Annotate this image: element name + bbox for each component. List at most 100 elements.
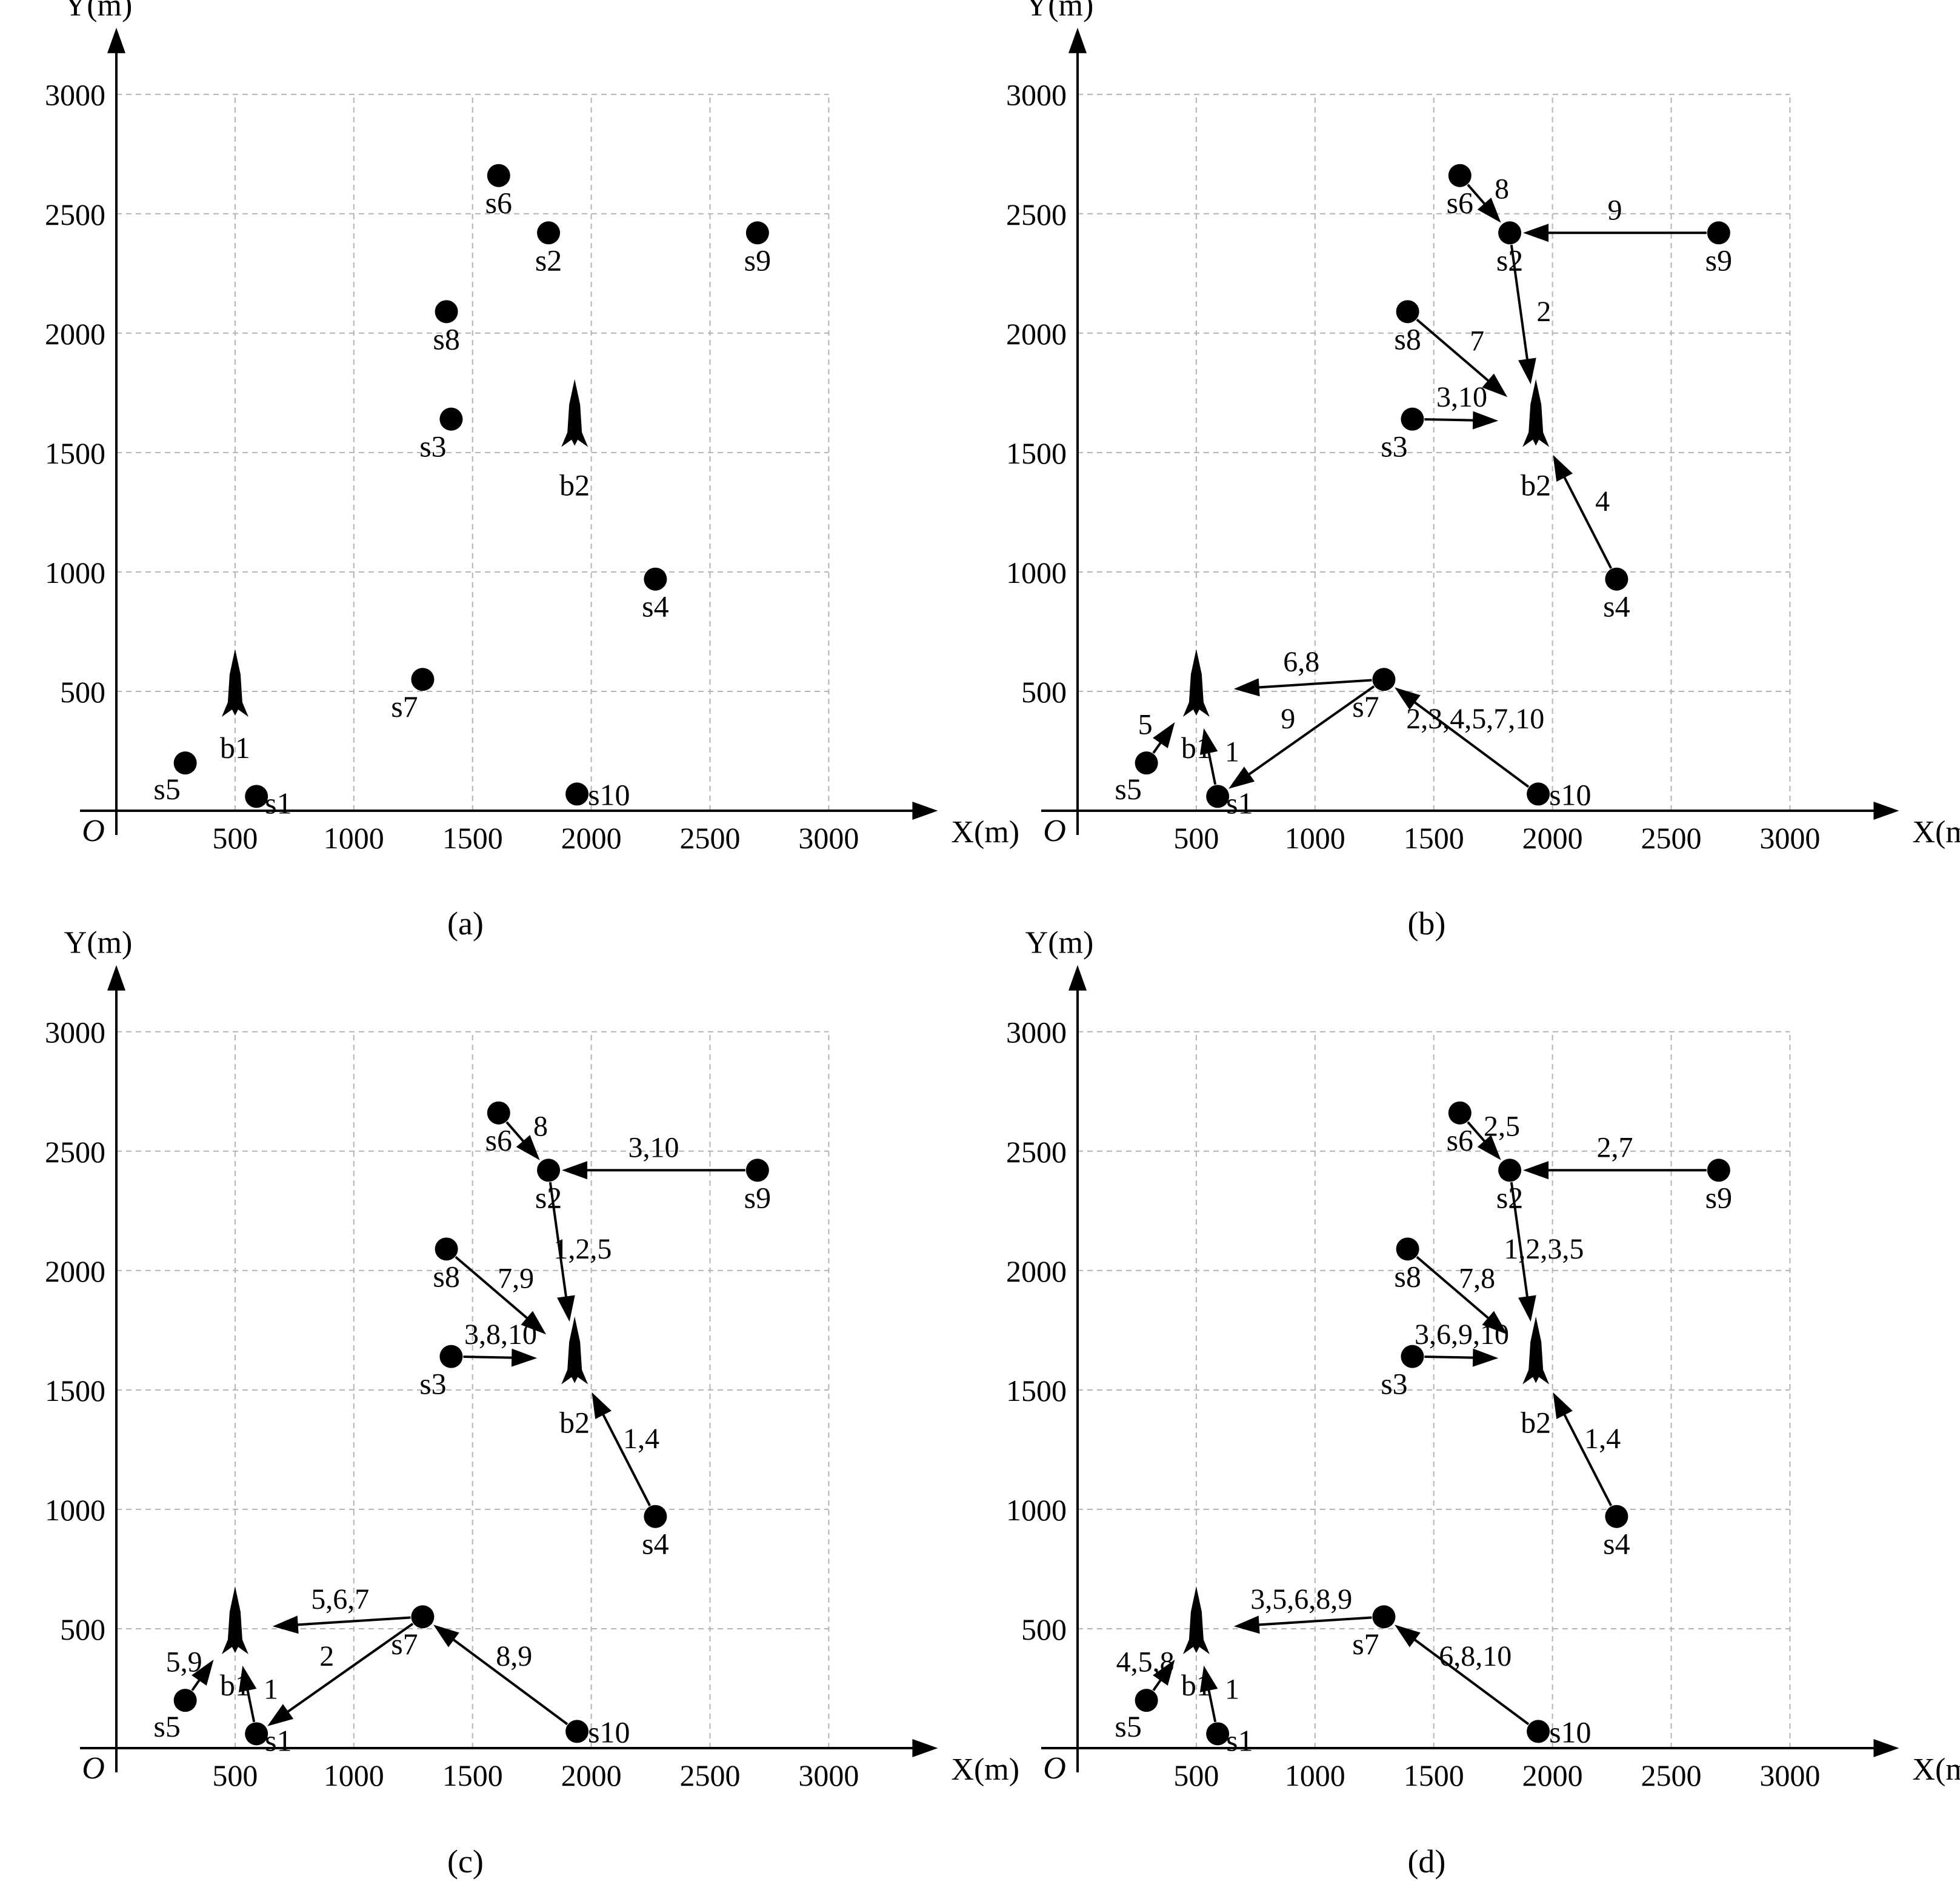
panel-caption: (d) (1407, 1843, 1445, 1880)
edge-arrowhead (1477, 1135, 1501, 1160)
y-tick-label: 1500 (1006, 1374, 1067, 1408)
sensor-label-s1: s1 (1226, 786, 1253, 820)
edge-s8-b2 (455, 1255, 533, 1324)
sensor-label-s9: s9 (744, 1180, 771, 1214)
sensor-s6 (1448, 1101, 1472, 1125)
sensor-label-s10: s10 (1549, 1715, 1591, 1749)
edge-arrowhead (1395, 687, 1421, 710)
sensor-s2 (1498, 221, 1522, 245)
edge-arrowhead (1199, 1665, 1218, 1692)
x-tick-label: 2500 (1641, 821, 1702, 855)
edge-label: 3,6,9,10 (1415, 1319, 1509, 1351)
sensor-s1 (245, 1722, 268, 1746)
sensor-s4 (644, 567, 667, 591)
y-axis-label: Y(m) (1025, 0, 1094, 23)
sensor-label-s1: s1 (265, 1723, 292, 1757)
x-tick-label: 500 (212, 821, 258, 855)
sensor-s3 (439, 1345, 463, 1368)
edge-arrowhead (1477, 198, 1501, 223)
sensor-label-s5: s5 (153, 1709, 180, 1743)
sensor-label-s3: s3 (419, 430, 446, 464)
sensor-s2 (537, 1159, 561, 1182)
sensor-s10 (565, 1720, 589, 1743)
edge-label: 7 (1470, 325, 1484, 357)
x-tick-label: 2500 (680, 1758, 741, 1792)
edge-arrowhead (1228, 767, 1255, 789)
sensor-s9 (1707, 221, 1730, 245)
origin-label: O (1043, 1751, 1066, 1786)
edge-s10-s7 (447, 1634, 568, 1726)
panel-c: X(m) Y(m) O 500 1000 1500 2000 2500 3000 500 1000 1… (45, 926, 1019, 1880)
edge-label: 9 (1607, 194, 1622, 226)
x-tick-label: 500 (1173, 1758, 1219, 1792)
y-axis-label: Y(m) (64, 926, 133, 960)
edge-label: 8,9 (496, 1640, 532, 1672)
sensor-s10 (1527, 782, 1550, 806)
edge-label: 6,8 (1283, 646, 1319, 678)
base-station-label-b1: b1 (1181, 1668, 1212, 1702)
sensor-s5 (173, 751, 197, 775)
sensor-label-s3: s3 (419, 1367, 446, 1401)
edge-label: 2 (1536, 296, 1551, 328)
x-tick-label: 1500 (442, 1758, 503, 1792)
sensor-s10 (565, 782, 589, 806)
sensor-label-s6: s6 (485, 186, 512, 220)
sensor-s5 (1135, 751, 1158, 775)
sensor-label-s4: s4 (1603, 1527, 1630, 1561)
base-station-b1 (1182, 648, 1210, 717)
x-tick-label: 1000 (324, 1758, 384, 1792)
panel-caption: (c) (447, 1843, 484, 1880)
sensor-label-s8: s8 (1394, 322, 1421, 356)
edge-label: 7,8 (1459, 1262, 1495, 1294)
sensor-label-s6: s6 (1447, 1123, 1473, 1157)
edge-label: 3,8,10 (464, 1319, 537, 1351)
edge-s7-b1 (1252, 679, 1372, 690)
edge-arrowhead (1233, 1615, 1260, 1634)
y-tick-label: 1500 (45, 436, 105, 470)
edge-s10-s7 (1408, 697, 1530, 788)
edge-label: 1 (1225, 1674, 1239, 1706)
sensor-s9 (1707, 1159, 1730, 1182)
sensor-label-s7: s7 (1352, 1627, 1379, 1661)
y-tick-label: 2000 (1006, 1254, 1067, 1288)
edge-arrowhead (238, 1665, 257, 1692)
base-station-label-b1: b1 (1181, 731, 1212, 765)
sensor-label-s7: s7 (391, 690, 418, 723)
edge-arrowhead (1523, 1161, 1549, 1180)
sensor-label-s10: s10 (588, 777, 630, 811)
sensor-label-s1: s1 (265, 786, 292, 820)
x-axis-label: X(m) (951, 815, 1019, 850)
y-tick-label: 2000 (45, 1254, 105, 1288)
y-tick-label: 2000 (45, 317, 105, 351)
base-station-label-b1: b1 (220, 731, 250, 765)
edge-label: 6,8,10 (1439, 1640, 1512, 1672)
sensor-label-s1: s1 (1226, 1723, 1253, 1757)
y-axis-label: Y(m) (64, 0, 133, 23)
sensor-label-s10: s10 (1549, 777, 1591, 811)
sensor-s4 (644, 1505, 667, 1528)
edge-s4-b2 (1560, 1408, 1613, 1506)
sensor-s5 (173, 1689, 197, 1712)
y-tick-label: 1000 (45, 556, 105, 590)
sensor-label-s9: s9 (1705, 243, 1732, 277)
sensor-s7 (411, 668, 435, 691)
sensor-label-s6: s6 (1447, 186, 1473, 220)
sensor-label-s4: s4 (1603, 590, 1630, 624)
sensor-label-s7: s7 (391, 1627, 418, 1661)
edge-arrowhead (521, 1311, 547, 1335)
sensor-label-s2: s2 (1496, 1180, 1523, 1214)
sensor-s8 (435, 1237, 458, 1261)
y-tick-label: 2500 (45, 1135, 105, 1169)
x-tick-label: 2000 (561, 821, 622, 855)
edge-s7-b1 (290, 1616, 411, 1627)
origin-label: O (1043, 814, 1066, 848)
y-axis-arrow (1068, 27, 1087, 53)
edge-label: 4,5,8 (1116, 1646, 1175, 1678)
sensor-label-s4: s4 (642, 1527, 668, 1561)
x-tick-label: 1500 (442, 821, 503, 855)
sensor-label-s2: s2 (535, 243, 562, 277)
base-station-b2 (1522, 1316, 1550, 1385)
x-tick-label: 2000 (561, 1758, 622, 1792)
x-tick-label: 3000 (798, 821, 859, 855)
sensor-label-s5: s5 (1115, 772, 1141, 806)
